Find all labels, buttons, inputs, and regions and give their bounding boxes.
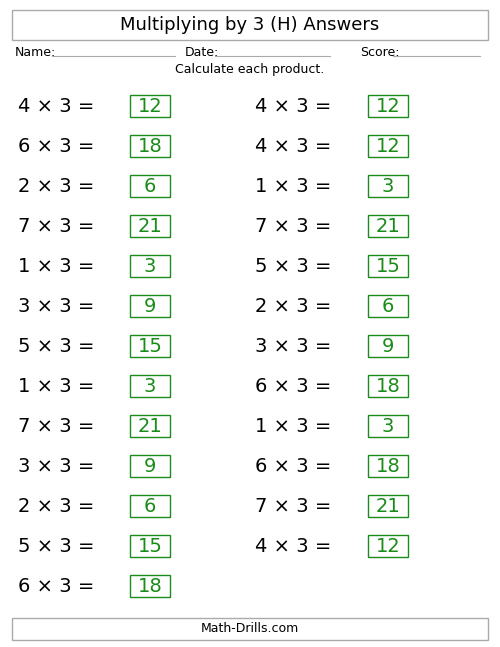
Text: 4 × 3 =: 4 × 3 = bbox=[255, 536, 332, 556]
Text: 1 × 3 =: 1 × 3 = bbox=[18, 377, 94, 395]
Text: Name:: Name: bbox=[15, 45, 56, 58]
Text: 2 × 3 =: 2 × 3 = bbox=[18, 496, 94, 516]
FancyBboxPatch shape bbox=[368, 175, 408, 197]
Text: 21: 21 bbox=[376, 217, 400, 236]
FancyBboxPatch shape bbox=[368, 535, 408, 557]
Text: 2 × 3 =: 2 × 3 = bbox=[18, 177, 94, 195]
Text: 6: 6 bbox=[144, 177, 156, 195]
Text: 5 × 3 =: 5 × 3 = bbox=[255, 256, 332, 276]
Text: 6 × 3 =: 6 × 3 = bbox=[18, 576, 94, 595]
Text: 12: 12 bbox=[138, 96, 162, 116]
Text: Date:: Date: bbox=[185, 45, 219, 58]
FancyBboxPatch shape bbox=[130, 535, 170, 557]
Text: 15: 15 bbox=[138, 536, 162, 556]
Text: 12: 12 bbox=[376, 137, 400, 155]
FancyBboxPatch shape bbox=[368, 215, 408, 237]
Text: 3 × 3 =: 3 × 3 = bbox=[18, 457, 94, 476]
Text: 4 × 3 =: 4 × 3 = bbox=[18, 96, 94, 116]
FancyBboxPatch shape bbox=[130, 215, 170, 237]
Text: 6: 6 bbox=[382, 296, 394, 316]
Text: 7 × 3 =: 7 × 3 = bbox=[255, 496, 332, 516]
FancyBboxPatch shape bbox=[368, 255, 408, 277]
Text: 6 × 3 =: 6 × 3 = bbox=[18, 137, 94, 155]
Text: 6 × 3 =: 6 × 3 = bbox=[255, 457, 332, 476]
Text: 1 × 3 =: 1 × 3 = bbox=[255, 177, 332, 195]
Text: 5 × 3 =: 5 × 3 = bbox=[18, 536, 94, 556]
Text: 7 × 3 =: 7 × 3 = bbox=[255, 217, 332, 236]
Text: 21: 21 bbox=[376, 496, 400, 516]
Text: 9: 9 bbox=[144, 296, 156, 316]
Text: 3: 3 bbox=[144, 377, 156, 395]
FancyBboxPatch shape bbox=[368, 455, 408, 477]
FancyBboxPatch shape bbox=[130, 295, 170, 317]
Text: Math-Drills.com: Math-Drills.com bbox=[201, 622, 299, 635]
Text: 3: 3 bbox=[144, 256, 156, 276]
Text: 3 × 3 =: 3 × 3 = bbox=[18, 296, 94, 316]
FancyBboxPatch shape bbox=[368, 415, 408, 437]
Text: Multiplying by 3 (H) Answers: Multiplying by 3 (H) Answers bbox=[120, 16, 380, 34]
FancyBboxPatch shape bbox=[130, 255, 170, 277]
Text: 18: 18 bbox=[138, 576, 162, 595]
Text: 3: 3 bbox=[382, 177, 394, 195]
FancyBboxPatch shape bbox=[130, 415, 170, 437]
FancyBboxPatch shape bbox=[12, 10, 488, 40]
Text: 6: 6 bbox=[144, 496, 156, 516]
Text: 18: 18 bbox=[138, 137, 162, 155]
FancyBboxPatch shape bbox=[368, 495, 408, 517]
FancyBboxPatch shape bbox=[130, 135, 170, 157]
Text: 4 × 3 =: 4 × 3 = bbox=[255, 137, 332, 155]
FancyBboxPatch shape bbox=[130, 575, 170, 597]
Text: Score:: Score: bbox=[360, 45, 400, 58]
FancyBboxPatch shape bbox=[130, 375, 170, 397]
Text: 9: 9 bbox=[382, 336, 394, 355]
Text: 1 × 3 =: 1 × 3 = bbox=[18, 256, 94, 276]
Text: 12: 12 bbox=[376, 536, 400, 556]
Text: Calculate each product.: Calculate each product. bbox=[176, 63, 324, 76]
Text: 5 × 3 =: 5 × 3 = bbox=[18, 336, 94, 355]
Text: 18: 18 bbox=[376, 457, 400, 476]
FancyBboxPatch shape bbox=[130, 335, 170, 357]
Text: 2 × 3 =: 2 × 3 = bbox=[255, 296, 332, 316]
FancyBboxPatch shape bbox=[368, 135, 408, 157]
Text: 21: 21 bbox=[138, 217, 162, 236]
Text: 15: 15 bbox=[376, 256, 400, 276]
FancyBboxPatch shape bbox=[130, 455, 170, 477]
Text: 15: 15 bbox=[138, 336, 162, 355]
Text: 3 × 3 =: 3 × 3 = bbox=[255, 336, 332, 355]
Text: 6 × 3 =: 6 × 3 = bbox=[255, 377, 332, 395]
FancyBboxPatch shape bbox=[130, 495, 170, 517]
Text: 3: 3 bbox=[382, 417, 394, 435]
FancyBboxPatch shape bbox=[12, 618, 488, 640]
Text: 12: 12 bbox=[376, 96, 400, 116]
Text: 7 × 3 =: 7 × 3 = bbox=[18, 217, 94, 236]
Text: 7 × 3 =: 7 × 3 = bbox=[18, 417, 94, 435]
FancyBboxPatch shape bbox=[368, 335, 408, 357]
Text: 9: 9 bbox=[144, 457, 156, 476]
Text: 4 × 3 =: 4 × 3 = bbox=[255, 96, 332, 116]
FancyBboxPatch shape bbox=[368, 95, 408, 117]
FancyBboxPatch shape bbox=[130, 95, 170, 117]
Text: 18: 18 bbox=[376, 377, 400, 395]
FancyBboxPatch shape bbox=[368, 295, 408, 317]
FancyBboxPatch shape bbox=[368, 375, 408, 397]
Text: 21: 21 bbox=[138, 417, 162, 435]
Text: 1 × 3 =: 1 × 3 = bbox=[255, 417, 332, 435]
FancyBboxPatch shape bbox=[130, 175, 170, 197]
